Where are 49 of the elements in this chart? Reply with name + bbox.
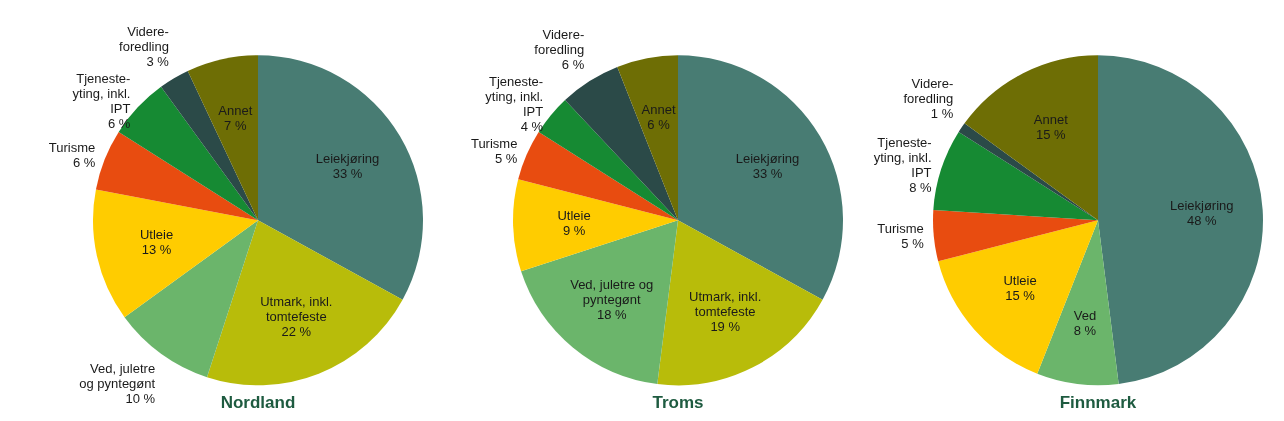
slice-label: Ved, juletre og pyntegønt <box>570 276 654 307</box>
data-label: 22 % <box>281 323 312 339</box>
data-label: 48 % <box>1186 212 1217 228</box>
text: Nordland <box>220 393 296 413</box>
slice-label: Leiekjøring <box>315 151 380 167</box>
data-label: 33 % <box>332 166 363 182</box>
text: Finnmark <box>1059 393 1137 413</box>
data-label: 1 % <box>930 106 954 122</box>
slice-label: Tjeneste-yting, inkl. IPT <box>72 70 131 116</box>
data-label: 13 % <box>141 242 172 258</box>
data-label: 18 % <box>596 306 627 322</box>
slice-label: Annet <box>218 102 253 118</box>
data-label: 6 % <box>108 115 131 131</box>
data-label: 9 % <box>562 222 586 238</box>
data-label: 15 % <box>1035 126 1067 142</box>
data-label: 8 % <box>909 180 932 196</box>
slice-label: Videre-foredling <box>119 23 169 54</box>
slice-label: Ved, juletre og pyntegønt <box>79 360 156 391</box>
data-label: 33 % <box>752 166 783 182</box>
data-label: 19 % <box>710 319 741 335</box>
slice-label: Videre-foredling <box>534 26 585 57</box>
data-label: 7 % <box>224 117 247 133</box>
slice-label: Utleie <box>1003 273 1037 289</box>
data-label: 4 % <box>520 118 544 134</box>
slice-label: Turisme <box>48 139 96 155</box>
data-label: 6 % <box>561 56 585 72</box>
slice-label: Ved <box>1073 307 1097 323</box>
slice-label: Utmark, inkl. tomtefeste <box>260 293 333 324</box>
data-label: 5 % <box>494 150 518 166</box>
slice-label: Tjeneste-yting, inkl. IPT <box>485 73 544 119</box>
slice-label: Annet <box>641 102 676 118</box>
data-label: 6 % <box>647 117 671 133</box>
slice-label: Leiekjøring <box>735 151 800 167</box>
data-label: 6 % <box>72 154 96 170</box>
slice-label: Annet <box>1033 111 1069 127</box>
slice-label: Turisme <box>470 135 518 151</box>
slice-label: Tjeneste-yting, inkl. IPT <box>873 135 932 181</box>
data-label: 5 % <box>901 235 925 251</box>
text: Troms <box>652 393 704 413</box>
slice-label: Turisme <box>877 220 924 236</box>
slice-label: Videre-foredling <box>903 76 954 107</box>
slice-label: Utleie <box>557 207 591 223</box>
slice-label: Utmark, inkl. tomtefeste <box>689 289 762 320</box>
data-label: 3 % <box>146 53 170 69</box>
data-label: 8 % <box>1073 322 1097 338</box>
slice-label: Leiekjøring <box>1169 197 1234 213</box>
slice-label: Utleie <box>139 227 174 243</box>
data-label: 15 % <box>1005 288 1036 304</box>
data-label: 10 % <box>125 390 156 406</box>
